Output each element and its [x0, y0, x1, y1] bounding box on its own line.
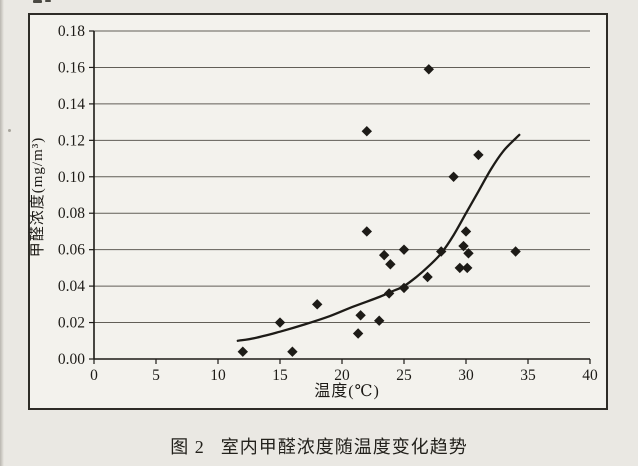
figure-caption-number: 图 2: [170, 437, 205, 457]
y-tick-label: 0.10: [58, 169, 85, 186]
y-tick-label: 0.12: [58, 132, 85, 149]
figure-caption: 图 2 室内甲醛浓度随温度变化趋势: [0, 433, 638, 459]
data-point: [274, 317, 286, 328]
data-point: [385, 259, 396, 270]
x-tick-label: 35: [520, 367, 536, 384]
x-axis-title: 温度(℃): [314, 382, 380, 400]
y-tick-label: 0.06: [58, 242, 85, 259]
data-point: [398, 244, 410, 255]
data-point: [423, 64, 434, 75]
data-point: [355, 310, 366, 321]
y-tick-label: 0.02: [58, 315, 85, 332]
data-point: [398, 282, 410, 294]
y-tick-label: 0.14: [58, 96, 85, 113]
data-point: [436, 246, 447, 257]
data-point: [454, 262, 465, 274]
data-point: [510, 246, 521, 257]
data-point: [378, 249, 390, 261]
x-tick-label: 15: [272, 367, 288, 384]
data-point: [287, 346, 298, 357]
x-tick-label: 5: [152, 367, 160, 384]
data-point: [473, 149, 484, 161]
data-point: [383, 288, 395, 299]
data-point: [312, 299, 323, 310]
x-tick-label: 0: [90, 367, 98, 384]
scan-speck: [8, 129, 11, 132]
data-point: [361, 226, 372, 237]
y-tick-label: 0.16: [58, 59, 85, 76]
data-point: [352, 328, 364, 339]
data-point: [422, 271, 433, 283]
scan-edge-shadow: [0, 0, 4, 466]
x-tick-label: 40: [582, 367, 598, 384]
scan-artifact: [45, 0, 51, 2]
x-tick-label: 20: [334, 367, 350, 384]
trend-curve: [236, 133, 521, 342]
data-point: [237, 346, 248, 357]
data-point: [460, 226, 472, 237]
figure-caption-text: 室内甲醛浓度随温度变化趋势: [220, 437, 468, 457]
x-tick-label: 25: [396, 367, 412, 384]
y-tick-label: 0.00: [58, 351, 85, 368]
scan-artifact: [33, 0, 42, 3]
y-tick-label: 0.18: [58, 23, 85, 40]
data-point: [462, 262, 473, 274]
data-point: [458, 240, 469, 252]
x-tick-label: 30: [458, 367, 474, 384]
data-point: [448, 171, 459, 182]
y-tick-label: 0.08: [58, 205, 85, 222]
y-axis-title: 甲醛浓度(mg/m³): [29, 137, 46, 258]
data-point: [361, 126, 372, 137]
x-tick-label: 10: [210, 367, 226, 384]
y-tick-label: 0.04: [58, 278, 85, 295]
data-point: [463, 248, 474, 259]
figure-border-box: [28, 13, 608, 410]
data-point: [374, 315, 385, 326]
